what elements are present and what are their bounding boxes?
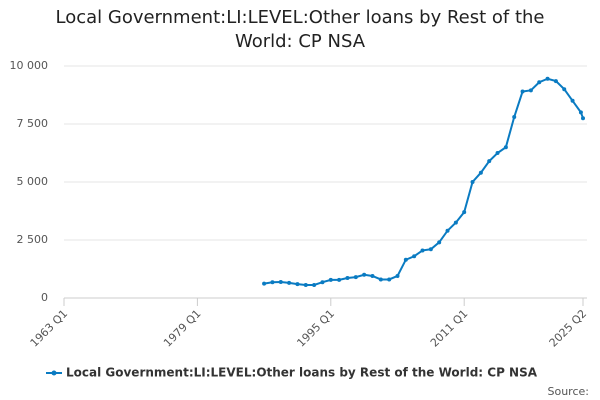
y-tick-label: 2 500 (17, 233, 49, 246)
point (312, 283, 317, 288)
y-tick-label: 0 (41, 291, 48, 304)
point (462, 210, 467, 215)
point (503, 145, 508, 150)
point (403, 257, 408, 262)
point (495, 151, 500, 155)
point (470, 180, 475, 184)
legend-marker (51, 370, 57, 376)
point (303, 283, 308, 288)
point (278, 279, 283, 284)
point (420, 248, 425, 253)
point (537, 80, 542, 85)
point (520, 89, 525, 94)
point (320, 280, 325, 285)
point (353, 275, 358, 280)
point (581, 116, 585, 121)
point (295, 282, 300, 287)
point (370, 273, 375, 278)
point (545, 76, 550, 81)
point (478, 170, 483, 175)
x-tick-label: 1979 Q1 (161, 307, 204, 350)
point (328, 277, 333, 282)
point (395, 273, 400, 278)
source: Source: (548, 385, 590, 398)
legend-label: Local Government:LI:LEVEL:Other loans by… (66, 366, 538, 380)
point (362, 272, 367, 277)
line (263, 77, 584, 287)
x-tick-label: 1963 Q1 (28, 307, 71, 350)
point (287, 280, 292, 285)
point (528, 88, 533, 93)
x-tick-label: 1995 Q1 (295, 307, 338, 350)
y-tick-label: 10 000 (10, 59, 49, 72)
y-tick-label: 7 500 (17, 117, 49, 130)
point (345, 276, 350, 281)
point (512, 115, 517, 120)
y-tick-label: 5 000 (17, 175, 49, 188)
point (570, 98, 575, 103)
point (445, 228, 450, 233)
point (428, 247, 433, 252)
point (387, 277, 392, 282)
point (578, 110, 583, 115)
chart-title: Local Government:LI:LEVEL:Other loans by… (55, 7, 545, 52)
point (553, 79, 558, 84)
point (487, 159, 492, 164)
point (378, 277, 383, 282)
point (437, 240, 442, 245)
point (453, 220, 458, 225)
point (562, 87, 567, 92)
x-tick-label: 2025 Q2 (547, 307, 590, 350)
x-tick-label: 2011 Q1 (428, 307, 471, 350)
point (412, 254, 417, 259)
point (337, 277, 342, 282)
point (262, 281, 267, 286)
point (270, 280, 275, 285)
